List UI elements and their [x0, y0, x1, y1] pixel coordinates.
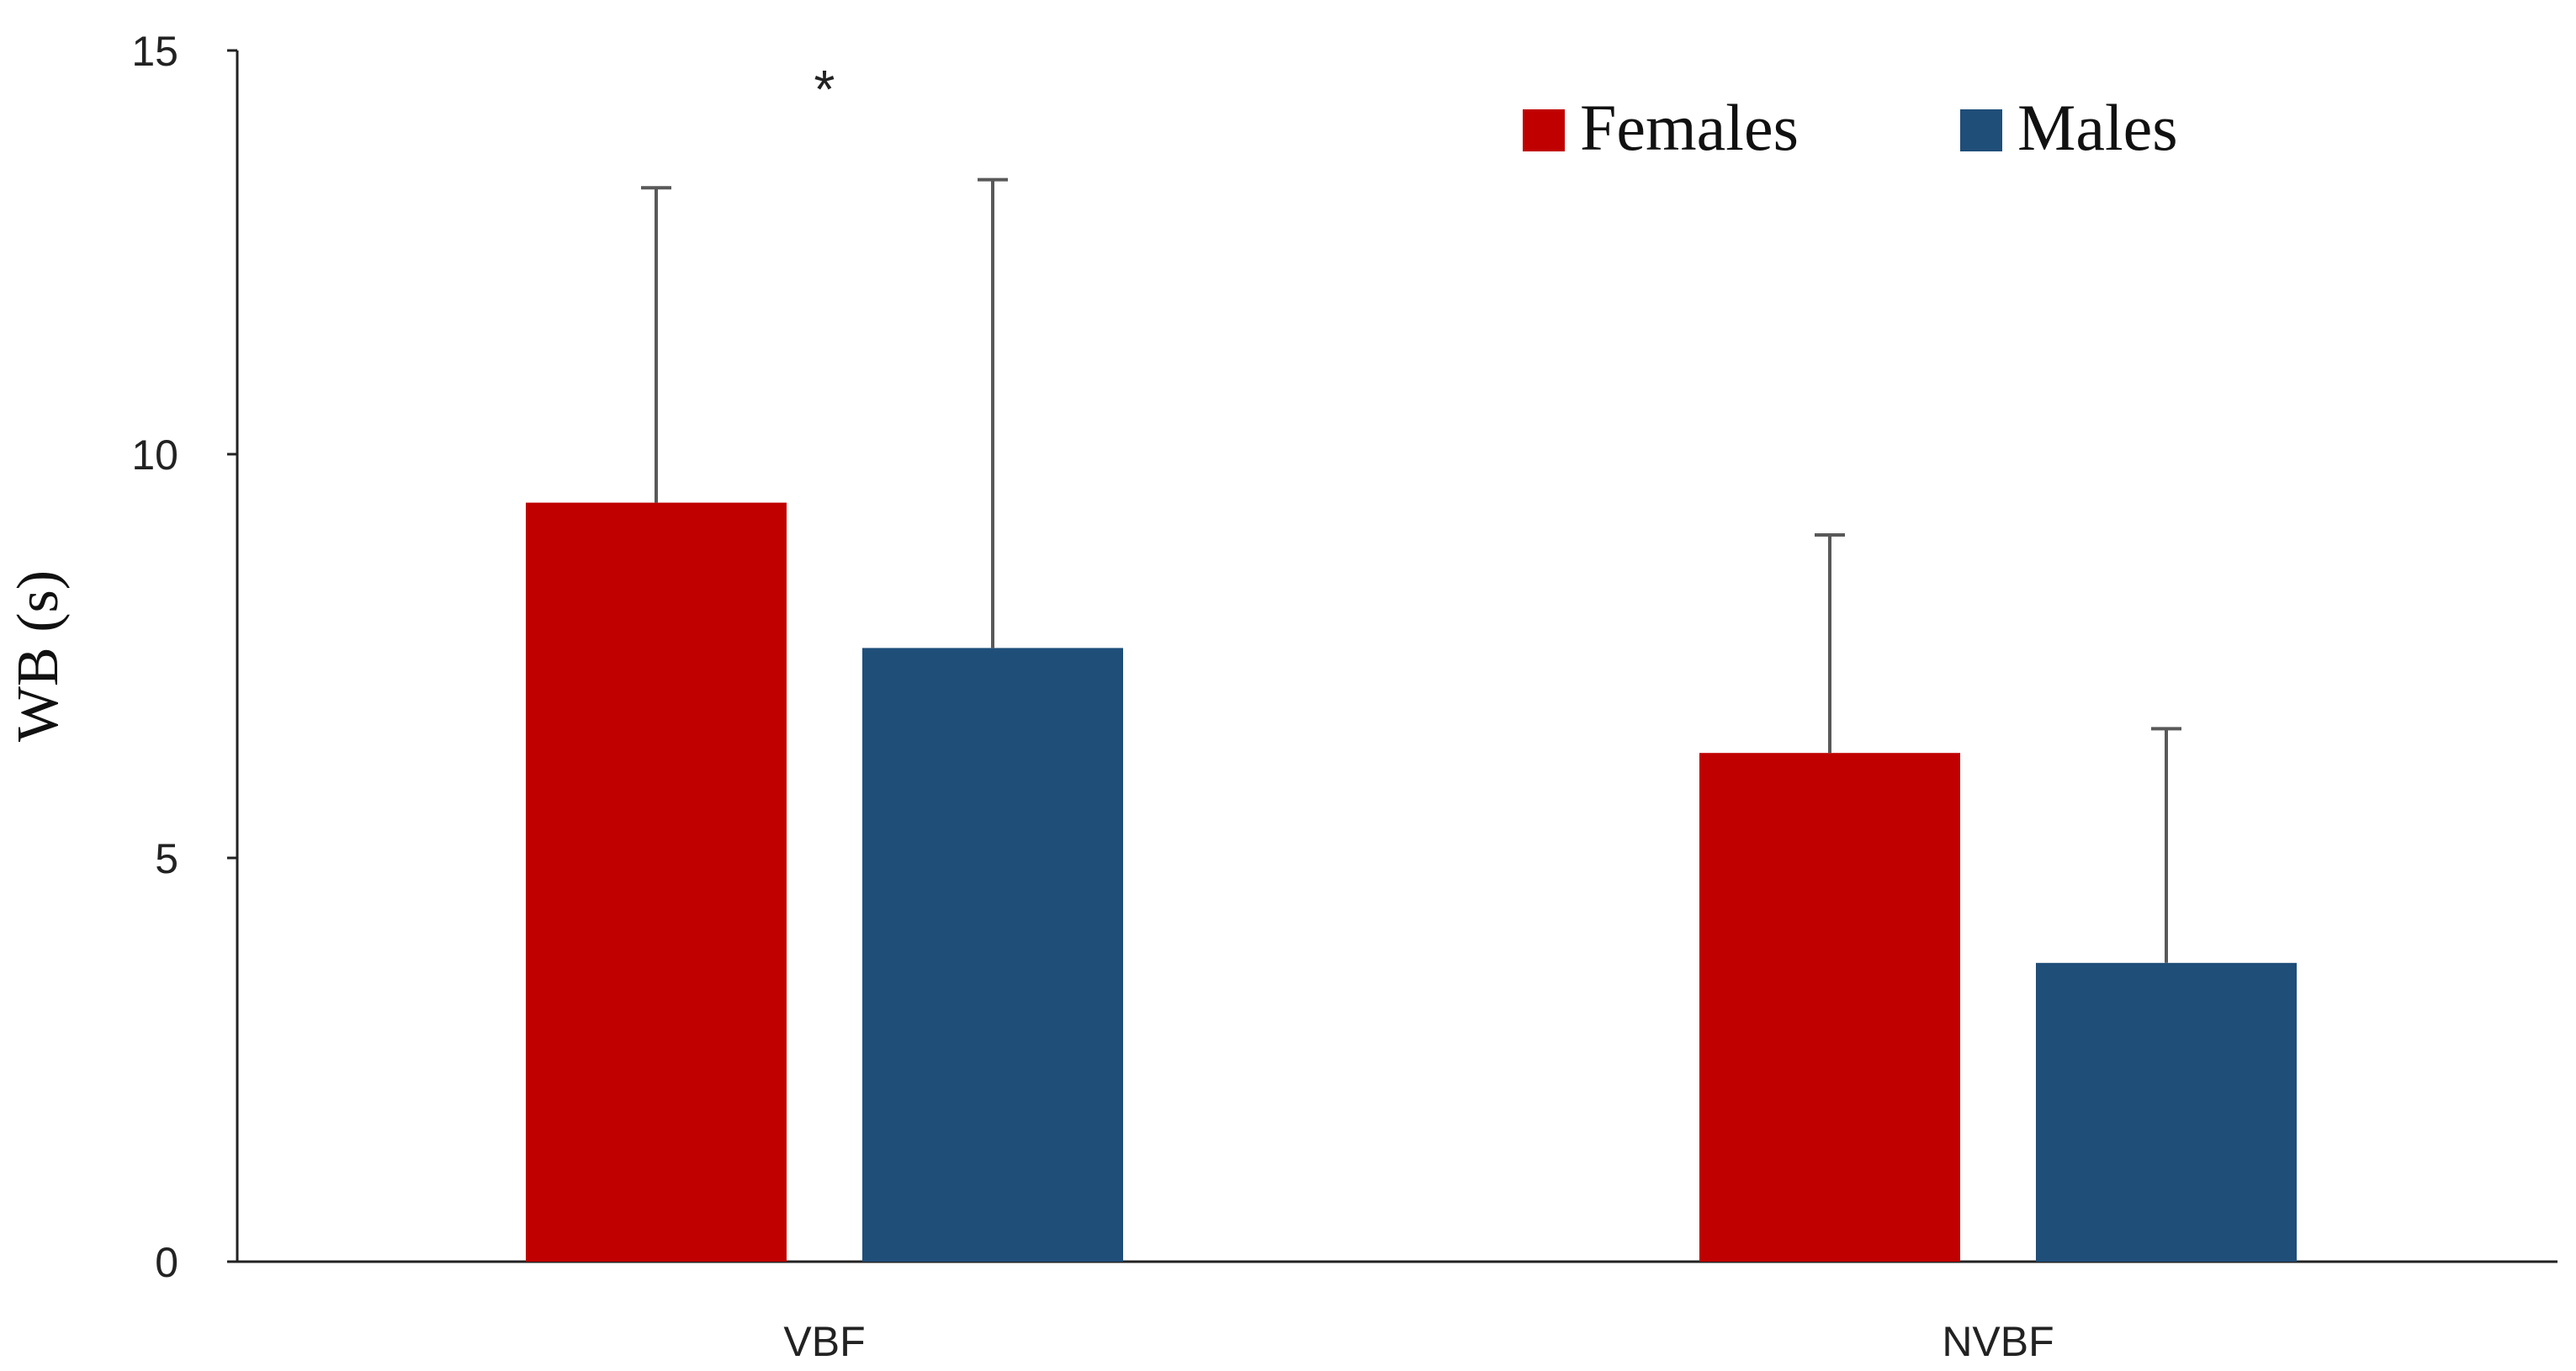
x-category-label: VBF [783, 1318, 865, 1365]
legend: Females Males [1523, 91, 2178, 164]
y-axis-ticks: 0 5 10 15 [131, 28, 237, 1286]
bar-females-vbf [526, 502, 787, 1262]
x-axis-labels: VBF NVBF [783, 1318, 2054, 1365]
significance-asterisk: * [814, 59, 835, 119]
bars [526, 502, 2297, 1262]
bar-females-nvbf [1699, 753, 1960, 1262]
legend-label-males: Males [2017, 91, 2178, 164]
y-tick-label: 15 [131, 28, 178, 75]
legend-label-females: Females [1580, 91, 1799, 164]
y-tick-label: 10 [131, 431, 178, 479]
y-tick-label: 0 [155, 1239, 178, 1286]
y-axis-title: WB (s) [6, 570, 71, 742]
error-bars [641, 177, 2181, 963]
x-category-label: NVBF [1942, 1318, 2054, 1365]
legend-swatch-males [1960, 109, 2002, 151]
legend-swatch-females [1523, 109, 1565, 151]
y-tick-label: 5 [155, 835, 178, 882]
bar-males-nvbf [2036, 962, 2297, 1262]
bar-males-vbf [862, 648, 1123, 1262]
annotations: * [814, 59, 835, 119]
